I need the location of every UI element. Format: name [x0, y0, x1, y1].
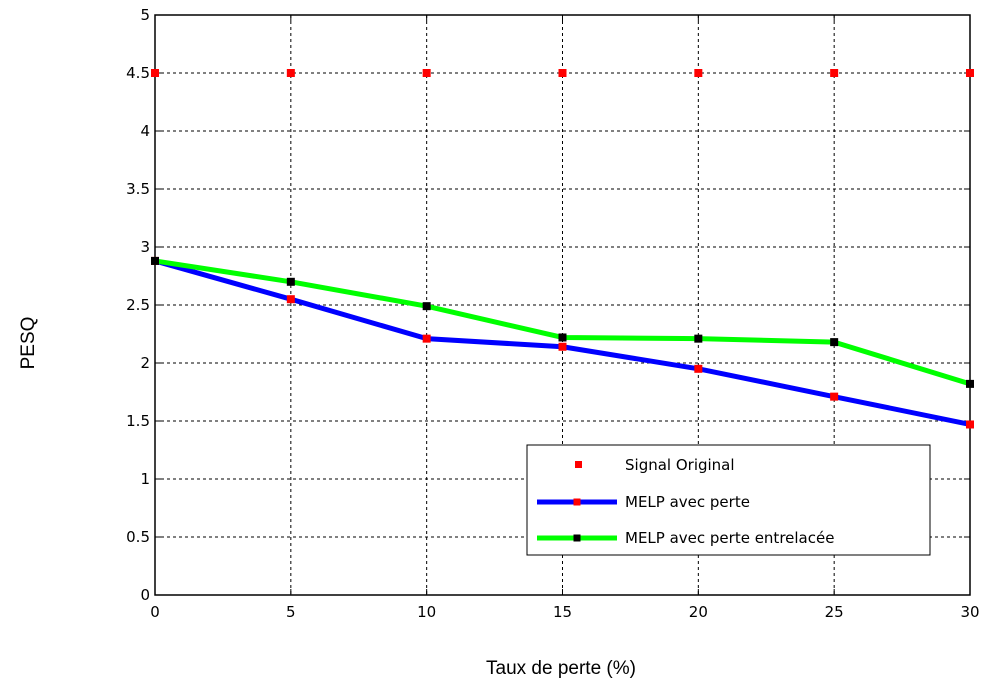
y-tick-label: 5 — [140, 6, 150, 24]
y-tick-label: 4.5 — [126, 64, 150, 82]
y-axis-title: PESQ — [18, 317, 39, 370]
legend-swatch-0-marker — [575, 461, 582, 468]
series-2-point — [422, 302, 431, 311]
series-2-point — [966, 379, 974, 388]
series-2-point — [151, 256, 159, 265]
series-1-point — [422, 334, 431, 343]
series-1-point — [830, 392, 839, 401]
series-2-point — [694, 334, 703, 343]
series-layer — [151, 69, 974, 429]
series-1-point — [286, 295, 295, 304]
y-tick-label: 2.5 — [126, 296, 150, 314]
legend-label-1: MELP avec perte — [625, 493, 750, 511]
x-tick-label: 10 — [417, 603, 436, 621]
series-0-point — [422, 69, 431, 77]
y-tick-label: 3 — [140, 238, 150, 256]
x-tick-label: 0 — [150, 603, 160, 621]
series-0-point — [830, 69, 839, 77]
y-tick-label: 3.5 — [126, 180, 150, 198]
y-tick-label: 1 — [140, 470, 150, 488]
series-1-point — [966, 420, 974, 429]
y-tick-label: 4 — [140, 122, 150, 140]
axis-ticks: 0 5 10 15 20 25 30 0 0.5 1 1.5 2 2.5 3 3.5 4 4.5 5 — [126, 6, 979, 621]
x-tick-label: 25 — [825, 603, 844, 621]
legend-swatch-1-marker — [573, 498, 581, 506]
y-tick-label: 1.5 — [126, 412, 150, 430]
x-tick-label: 5 — [286, 603, 296, 621]
series-0-point — [151, 69, 159, 77]
x-tick-label: 20 — [689, 603, 708, 621]
series-0-point — [286, 69, 295, 77]
x-axis-title: Taux de perte (%) — [486, 658, 636, 679]
legend-label-0: Signal Original — [625, 456, 735, 474]
legend: Signal Original MELP avec perte MELP ave… — [526, 444, 931, 556]
series-2-point — [830, 338, 839, 347]
y-tick-label: 0 — [140, 586, 150, 604]
series-0-point — [966, 69, 974, 77]
x-tick-label: 15 — [553, 603, 572, 621]
y-tick-label: 0.5 — [126, 528, 150, 546]
y-tick-label: 2 — [140, 354, 150, 372]
series-2-point — [558, 333, 567, 342]
series-1-point — [558, 342, 567, 351]
series-0-point — [558, 69, 567, 77]
legend-swatch-2-marker — [573, 534, 581, 542]
x-tick-label: 30 — [960, 603, 979, 621]
series-2-point — [286, 277, 295, 286]
series-0-point — [694, 69, 703, 77]
legend-label-2: MELP avec perte entrelacée — [625, 529, 834, 547]
series-1-point — [694, 364, 703, 373]
